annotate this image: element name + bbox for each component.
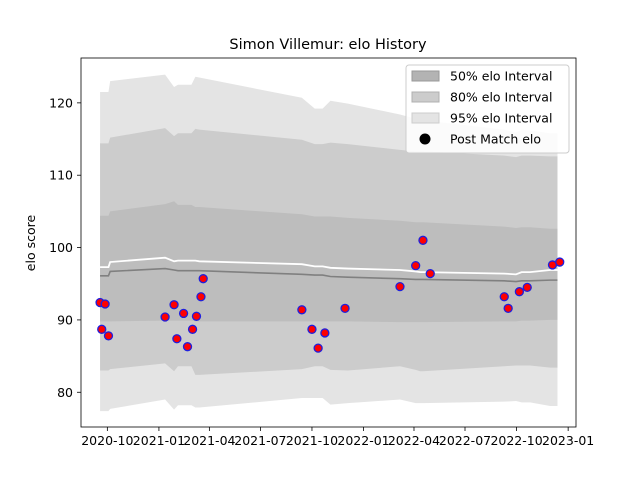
post-match-point (307, 324, 317, 334)
post-match-point (425, 268, 435, 279)
chart-title: Simon Villemur: elo History (229, 37, 427, 53)
post-match-point (395, 281, 405, 292)
x-tick-label: 2022-10 (490, 433, 542, 448)
post-match-point (297, 305, 307, 315)
post-match-point (97, 324, 107, 334)
post-match-point (499, 292, 509, 302)
band-50 (100, 201, 558, 323)
post-match-point (178, 308, 189, 319)
post-match-point (182, 342, 193, 352)
median-line (100, 267, 558, 283)
y-axis: 80 90 100 110 120 (49, 95, 81, 400)
x-tick-label: 2022-01 (337, 433, 389, 448)
y-tick-label: 80 (57, 385, 73, 400)
legend-swatch (411, 70, 440, 82)
post-match-points (95, 235, 565, 353)
post-match-point (172, 334, 182, 344)
y-axis-label: elo score (23, 215, 38, 272)
mean-line (100, 256, 558, 276)
interval-bands (100, 74, 558, 412)
x-tick-label: 2022-07 (439, 433, 491, 448)
post-match-point (522, 282, 532, 293)
post-match-point (340, 303, 350, 313)
post-match-point (503, 303, 513, 313)
legend-label: 50% elo Interval (450, 69, 552, 84)
post-match-point (313, 343, 323, 353)
y-tick-label: 90 (57, 312, 73, 327)
x-tick-label: 2023-01 (542, 433, 594, 448)
post-match-point (514, 287, 525, 297)
post-match-point (555, 257, 565, 267)
x-tick-label: 2022-04 (388, 433, 440, 448)
legend-swatch (411, 112, 440, 124)
x-tick-label: 2021-04 (183, 433, 235, 448)
y-tick-label: 110 (49, 168, 73, 183)
x-tick-label: 2021-10 (286, 433, 338, 448)
post-match-point (418, 235, 428, 245)
legend-box (405, 64, 570, 154)
post-match-point (100, 299, 110, 309)
post-match-point (187, 324, 198, 334)
legend-label: 95% elo Interval (450, 111, 552, 126)
x-tick-label: 2021-07 (234, 433, 286, 448)
y-tick-label: 120 (49, 95, 73, 110)
plot-frame (80, 57, 577, 428)
legend-label: 80% elo Interval (450, 90, 552, 105)
legend-swatch (411, 91, 440, 103)
legend-label: Post Match elo (450, 132, 541, 147)
x-tick-label: 2021-01 (133, 433, 185, 448)
post-match-point (160, 312, 170, 322)
post-match-point (196, 292, 206, 302)
post-match-point (411, 260, 421, 271)
post-match-point (169, 300, 179, 310)
post-match-point (191, 311, 202, 321)
trend-lines (100, 256, 558, 283)
y-tick-label: 100 (49, 240, 73, 255)
legend-marker (419, 133, 431, 145)
legend: 50% elo Interval 80% elo Interval 95% elo … (405, 64, 570, 154)
x-tick-label: 2020-10 (81, 433, 133, 448)
post-match-point (198, 274, 208, 284)
post-match-point (320, 328, 330, 338)
post-match-point (103, 331, 114, 341)
